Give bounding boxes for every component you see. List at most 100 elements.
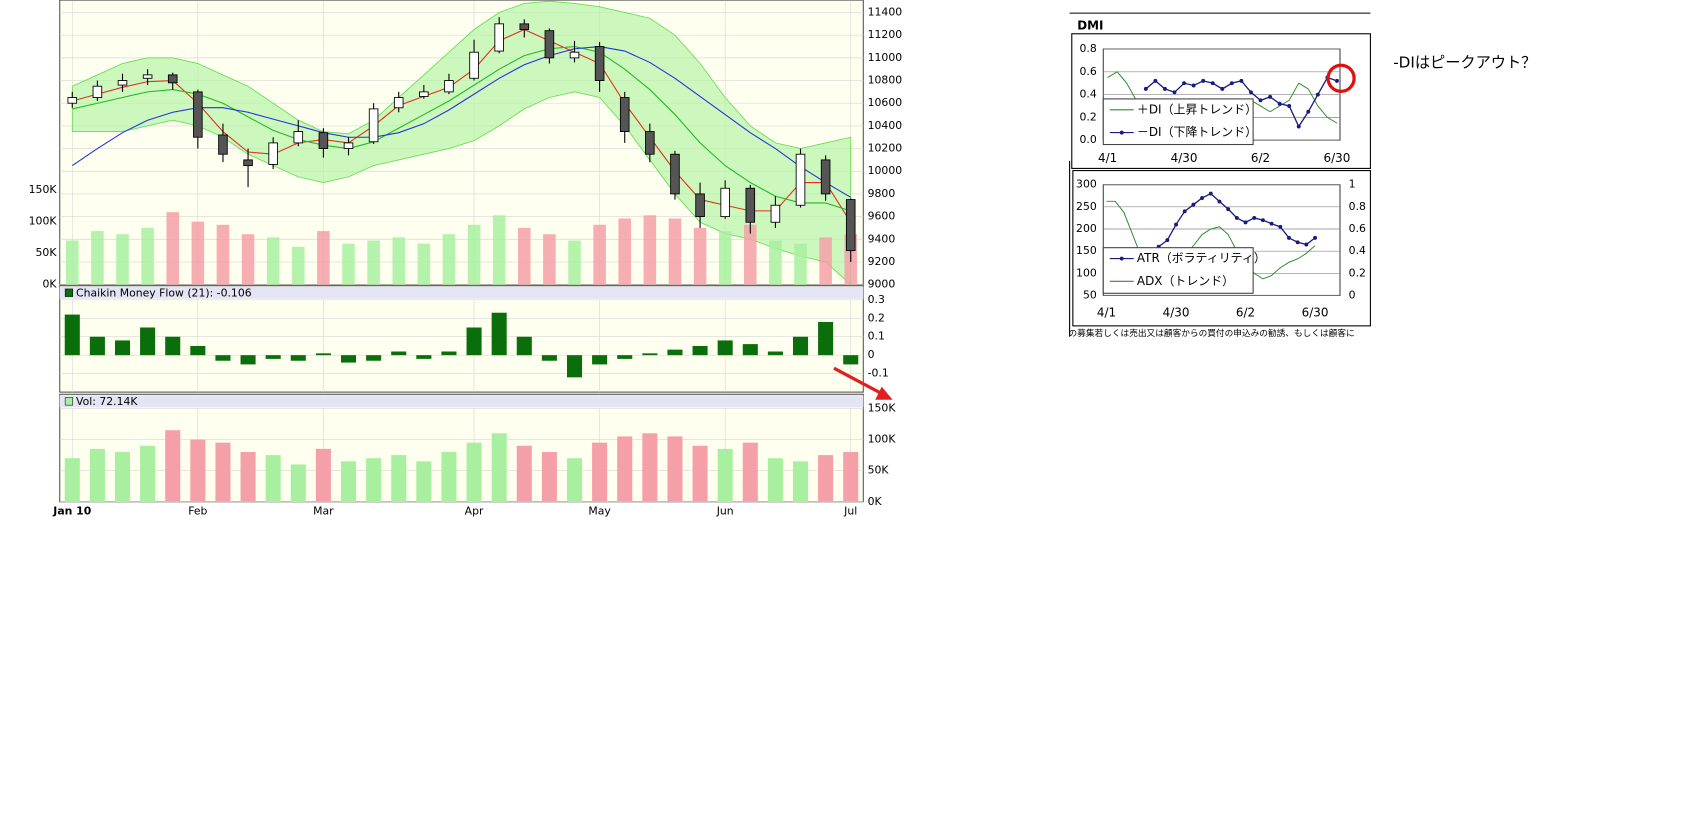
candle-body xyxy=(218,134,228,155)
bar xyxy=(818,321,834,356)
candle-body xyxy=(193,91,203,138)
volume-bar xyxy=(367,240,380,285)
y-tick-label: 10200 xyxy=(868,142,903,155)
candle-body xyxy=(92,85,103,98)
candle-body xyxy=(343,142,354,149)
volume-bar xyxy=(191,221,205,285)
bar xyxy=(340,355,357,363)
volume-bar xyxy=(618,218,632,285)
series-marker xyxy=(1260,218,1265,223)
series-marker xyxy=(1252,215,1257,220)
x-tick-label: Jun xyxy=(716,505,734,518)
y-tick-label: 0 xyxy=(1349,288,1356,301)
bar xyxy=(366,458,382,502)
bar xyxy=(140,445,156,502)
volume-bar xyxy=(66,240,79,285)
candle-body xyxy=(318,132,329,149)
series-marker xyxy=(1220,86,1225,91)
candle-body xyxy=(67,97,78,104)
volume-bar xyxy=(342,243,355,285)
bar xyxy=(340,461,357,502)
y-tick-label: 11400 xyxy=(868,6,903,19)
candle-body xyxy=(243,159,253,167)
bar xyxy=(391,351,407,356)
bar xyxy=(315,448,331,502)
volume-bar xyxy=(568,240,581,285)
bar xyxy=(366,355,382,361)
x-tick-label: 4/1 xyxy=(1098,151,1117,165)
bar xyxy=(792,336,809,356)
bar xyxy=(114,340,131,356)
bar xyxy=(441,351,457,356)
bar xyxy=(792,461,809,502)
bar xyxy=(767,351,783,356)
volume-bar xyxy=(744,224,757,285)
annotation: -DIはピークアウト？ xyxy=(1393,54,1536,72)
y-tick-label: 150 xyxy=(1076,244,1097,257)
x-tick-label: Jan 10 xyxy=(52,505,91,518)
series-marker xyxy=(1208,191,1213,196)
series-marker xyxy=(1210,81,1215,86)
series-marker xyxy=(1304,242,1309,247)
y-tick-label: 0.3 xyxy=(868,293,885,306)
y-tick-label: 50 xyxy=(1083,288,1097,301)
y-tick-label: 9200 xyxy=(868,255,896,268)
series-marker xyxy=(1162,86,1167,91)
candle-body xyxy=(368,108,379,143)
candle-body xyxy=(795,153,806,206)
x-tick-label: 4/30 xyxy=(1163,305,1190,319)
y-tick-label: 0 xyxy=(868,348,875,361)
candle-body xyxy=(820,159,831,195)
volume-bar xyxy=(91,231,104,285)
volume-bar xyxy=(643,215,657,285)
volume-bar xyxy=(392,237,406,285)
series-marker xyxy=(1143,86,1148,91)
cmf-header xyxy=(59,286,864,299)
y-tick-label: 0.6 xyxy=(1080,65,1097,78)
highlight xyxy=(1326,63,1356,93)
series-marker xyxy=(1165,238,1170,243)
x-tick-label: 6/30 xyxy=(1302,305,1329,319)
volume-bar xyxy=(266,237,280,285)
volume-bar xyxy=(216,224,230,285)
x-tick-label: May xyxy=(588,505,611,518)
volume-bar xyxy=(668,218,682,285)
bar xyxy=(165,336,181,356)
candle-body xyxy=(770,204,781,223)
series-marker xyxy=(1313,235,1317,240)
x-tick-label: 6/2 xyxy=(1236,305,1255,319)
series-marker xyxy=(1248,90,1253,95)
candle-body xyxy=(167,74,178,84)
series-marker xyxy=(1268,94,1273,99)
candle-body xyxy=(619,97,630,132)
bar xyxy=(240,451,256,502)
y-tick-label: 0.2 xyxy=(1080,110,1097,123)
bar xyxy=(466,442,482,502)
bar xyxy=(416,355,432,359)
series-marker xyxy=(1201,78,1206,83)
volume-bar xyxy=(442,234,456,285)
bar xyxy=(642,433,658,502)
dmi-frame xyxy=(1071,33,1371,169)
legend-marker xyxy=(1119,256,1124,261)
candle-body xyxy=(720,187,730,218)
volume-bar xyxy=(693,227,707,285)
bar xyxy=(516,445,532,502)
x-tick-label: Jul xyxy=(843,505,857,518)
series-marker xyxy=(1239,78,1244,83)
series-marker xyxy=(1191,202,1196,207)
volume-bar xyxy=(166,212,180,285)
x-tick-label: Apr xyxy=(465,505,484,518)
candle-body xyxy=(142,74,153,79)
series-marker xyxy=(1258,98,1263,103)
series-marker xyxy=(1182,81,1187,86)
bar xyxy=(692,445,708,502)
volume-bar xyxy=(819,237,832,285)
bar xyxy=(717,340,733,356)
bar xyxy=(717,448,733,502)
bar xyxy=(767,458,783,502)
bar xyxy=(215,442,231,502)
highlight xyxy=(833,366,886,397)
candle-body xyxy=(670,153,680,195)
cmf-panel xyxy=(59,285,864,393)
